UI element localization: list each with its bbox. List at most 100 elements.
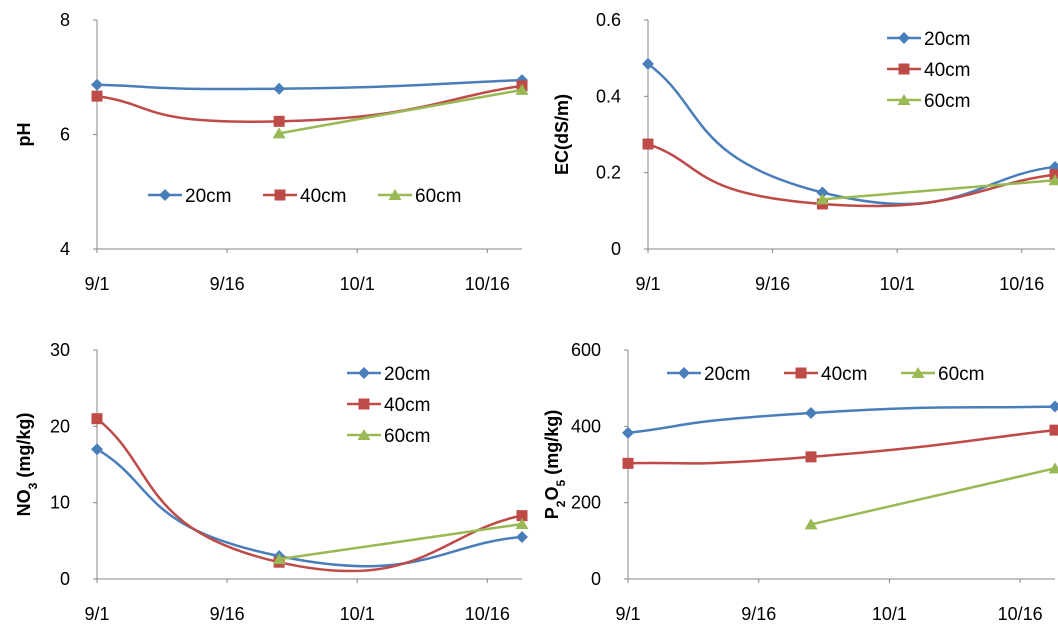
- legend-label: 20cm: [185, 186, 231, 207]
- y-tick-label: 200: [571, 493, 601, 513]
- legend: 20cm 40cm 60cm: [667, 364, 984, 385]
- series-line: [96, 417, 523, 573]
- data-point: [622, 426, 634, 439]
- y-tick-label: 0: [60, 569, 70, 589]
- legend: 20cm 40cm 60cm: [148, 186, 461, 207]
- series-line: [627, 405, 1056, 435]
- x-tick-label: 10/16: [999, 274, 1044, 294]
- legend-label: 40cm: [300, 186, 346, 207]
- legend-marker: [911, 367, 925, 378]
- chart-panel-4: 0 200 400 600 9/1 9/16 10/1 10/16 P2O5 (mg/kg) 20…: [542, 340, 1058, 624]
- legend-label: 40cm: [384, 395, 430, 416]
- y-tick-label: 4: [60, 239, 70, 259]
- data-point: [642, 57, 654, 70]
- data-point: [805, 406, 817, 419]
- y-axis-label: NO3 (mg/kg): [14, 413, 40, 517]
- series-line: [822, 179, 1056, 201]
- y-tick-label: 6: [60, 125, 70, 145]
- data-point: [91, 78, 103, 91]
- x-tick-label: 9/1: [635, 274, 660, 294]
- legend: 20cm 40cm 60cm: [887, 29, 970, 112]
- legend-marker: [388, 189, 402, 200]
- legend: 20cm 40cm 60cm: [347, 364, 430, 447]
- series-line: [810, 467, 1056, 526]
- series-60cm: [272, 518, 529, 565]
- data-point: [622, 457, 634, 469]
- chart-panel-3: 0 10 20 30 9/1 9/16 10/1 10/16 NO3 (mg/kg) 20cm 40…: [14, 340, 529, 624]
- series-20cm: [622, 400, 1058, 439]
- data-point: [91, 90, 103, 102]
- series-line: [627, 428, 1056, 465]
- y-axis-label: EC(dS/m): [552, 94, 572, 175]
- legend-marker: [897, 94, 911, 105]
- legend-label: 60cm: [415, 186, 461, 207]
- data-point: [815, 193, 829, 205]
- legend-item: 60cm: [901, 364, 984, 385]
- data-point: [272, 553, 286, 565]
- data-point: [1049, 169, 1058, 181]
- data-point: [272, 127, 286, 139]
- x-tick-label: 10/16: [998, 604, 1043, 624]
- x-tick-label: 9/16: [755, 274, 790, 294]
- x-tick-label: 9/1: [615, 604, 640, 624]
- legend-marker: [358, 398, 370, 410]
- x-tick-label: 9/16: [741, 604, 776, 624]
- x-tick-label: 10/16: [465, 274, 510, 294]
- y-tick-label: 0.4: [596, 86, 621, 106]
- data-point: [1048, 174, 1058, 186]
- y-axis-label: P2O5 (mg/kg): [542, 410, 568, 519]
- legend-item: 60cm: [887, 91, 970, 112]
- legend-label: 60cm: [384, 426, 430, 447]
- data-point: [515, 83, 529, 95]
- data-point: [804, 518, 818, 530]
- series-40cm: [622, 424, 1058, 469]
- data-point: [515, 518, 529, 530]
- legend-marker: [159, 189, 171, 201]
- series-20cm: [91, 443, 528, 568]
- series-line: [278, 88, 523, 135]
- legend-label: 60cm: [938, 364, 984, 385]
- series-60cm: [804, 462, 1058, 530]
- data-point: [805, 451, 817, 463]
- y-tick-label: 0: [611, 239, 621, 259]
- legend-marker: [898, 32, 910, 44]
- legend-item: 20cm: [148, 186, 231, 207]
- legend-item: 40cm: [887, 60, 970, 81]
- y-tick-label: 600: [571, 340, 601, 360]
- series-20cm: [642, 57, 1058, 206]
- x-tick-label: 10/1: [872, 604, 907, 624]
- legend-marker: [795, 367, 807, 379]
- legend-label: 20cm: [384, 364, 430, 385]
- x-tick-label: 10/16: [465, 604, 510, 624]
- legend-label: 20cm: [704, 364, 750, 385]
- x-tick-label: 10/1: [340, 604, 375, 624]
- x-tick-label: 9/1: [84, 604, 109, 624]
- y-tick-label: 8: [60, 10, 70, 30]
- legend-marker: [678, 367, 690, 379]
- data-point: [273, 82, 286, 95]
- data-point: [91, 443, 103, 456]
- series-40cm: [91, 413, 528, 573]
- legend-item: 20cm: [887, 29, 970, 50]
- legend-marker: [358, 367, 370, 379]
- legend-item: 20cm: [667, 364, 750, 385]
- chart-panel-2: 0 0.2 0.4 0.6 9/1 9/16 10/1 10/16 EC(dS/m) 20cm 40…: [552, 10, 1058, 294]
- legend-item: 40cm: [347, 395, 430, 416]
- legend-marker: [898, 63, 910, 75]
- data-point: [273, 115, 285, 127]
- data-point: [1049, 400, 1058, 413]
- series-line: [96, 84, 523, 123]
- legend-item: 60cm: [378, 186, 461, 207]
- legend-marker: [274, 189, 286, 201]
- legend-item: 60cm: [347, 426, 430, 447]
- y-tick-label: 400: [571, 416, 601, 436]
- legend-label: 20cm: [924, 29, 970, 50]
- data-point: [1048, 462, 1058, 474]
- data-point: [816, 186, 829, 199]
- y-tick-label: 0.6: [596, 10, 621, 30]
- series-line: [278, 522, 523, 561]
- legend-label: 60cm: [924, 91, 970, 112]
- y-tick-label: 30: [50, 340, 70, 360]
- data-point: [516, 531, 528, 544]
